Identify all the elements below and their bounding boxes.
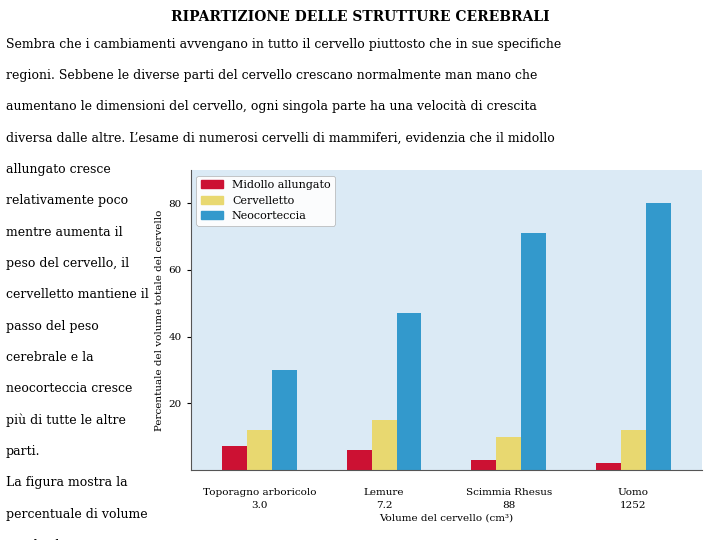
Text: parti.: parti. bbox=[6, 445, 40, 458]
Text: diversa dalle altre. L’esame di numerosi cervelli di mammiferi, evidenzia che il: diversa dalle altre. L’esame di numerosi… bbox=[6, 132, 554, 145]
Text: 88: 88 bbox=[502, 502, 516, 510]
Legend: Midollo allungato, Cervelletto, Neocorteccia: Midollo allungato, Cervelletto, Neocorte… bbox=[197, 176, 335, 226]
Text: cerebrale occupata: cerebrale occupata bbox=[6, 539, 128, 540]
Text: Uomo: Uomo bbox=[618, 488, 649, 497]
Text: Scimmia Rhesus: Scimmia Rhesus bbox=[466, 488, 552, 497]
Y-axis label: Percentuale del volume totale del cervello: Percentuale del volume totale del cervel… bbox=[156, 210, 164, 430]
Text: peso del cervello, il: peso del cervello, il bbox=[6, 257, 129, 270]
Text: passo del peso: passo del peso bbox=[6, 320, 99, 333]
Text: mentre aumenta il: mentre aumenta il bbox=[6, 226, 122, 239]
Bar bbox=[496, 436, 521, 470]
Text: neocorteccia cresce: neocorteccia cresce bbox=[6, 382, 132, 395]
X-axis label: Volume del cervello (cm³): Volume del cervello (cm³) bbox=[379, 514, 513, 523]
Bar bbox=[247, 430, 272, 470]
Text: cervelletto mantiene il: cervelletto mantiene il bbox=[6, 288, 148, 301]
Text: RIPARTIZIONE DELLE STRUTTURE CEREBRALI: RIPARTIZIONE DELLE STRUTTURE CEREBRALI bbox=[171, 10, 549, 24]
Text: 3.0: 3.0 bbox=[251, 502, 268, 510]
Text: Sembra che i cambiamenti avvengano in tutto il cervello piuttosto che in sue spe: Sembra che i cambiamenti avvengano in tu… bbox=[6, 38, 561, 51]
Bar bbox=[646, 204, 671, 470]
Bar bbox=[222, 447, 247, 470]
Bar bbox=[397, 313, 421, 470]
Bar bbox=[272, 370, 297, 470]
Text: regioni. Sebbene le diverse parti del cervello crescano normalmente man mano che: regioni. Sebbene le diverse parti del ce… bbox=[6, 69, 537, 82]
Text: 7.2: 7.2 bbox=[376, 502, 392, 510]
Bar bbox=[621, 430, 646, 470]
Text: aumentano le dimensioni del cervello, ogni singola parte ha una velocità di cres: aumentano le dimensioni del cervello, og… bbox=[6, 100, 536, 113]
Text: Toporagno arboricolo: Toporagno arboricolo bbox=[202, 488, 316, 497]
Text: 1252: 1252 bbox=[620, 502, 647, 510]
Bar bbox=[596, 463, 621, 470]
Text: allungato cresce: allungato cresce bbox=[6, 163, 110, 176]
Bar bbox=[472, 460, 496, 470]
Bar bbox=[521, 233, 546, 470]
Bar bbox=[346, 450, 372, 470]
Text: cerebrale e la: cerebrale e la bbox=[6, 351, 94, 364]
Text: percentuale di volume: percentuale di volume bbox=[6, 508, 148, 521]
Text: relativamente poco: relativamente poco bbox=[6, 194, 128, 207]
Bar bbox=[372, 420, 397, 470]
Text: più di tutte le altre: più di tutte le altre bbox=[6, 414, 125, 427]
Text: Lemure: Lemure bbox=[364, 488, 405, 497]
Text: La figura mostra la: La figura mostra la bbox=[6, 476, 127, 489]
